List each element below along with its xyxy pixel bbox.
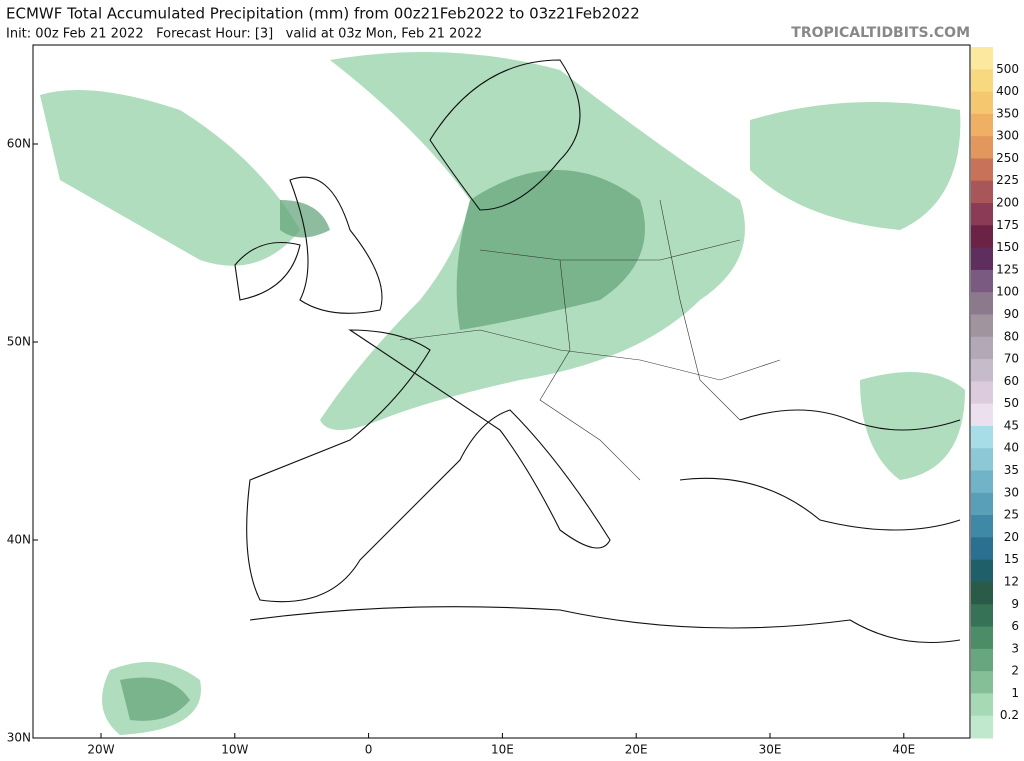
lon-label: 30E <box>759 743 782 757</box>
colorbar-label: 300 <box>996 129 1019 143</box>
colorbar-label: 40 <box>1004 441 1019 455</box>
lon-label: 10E <box>491 743 514 757</box>
colorbar-label: 100 <box>996 285 1019 299</box>
lon-label: 20E <box>625 743 648 757</box>
subtitle: Init: 00z Feb 21 2022 Forecast Hour: [3]… <box>6 27 482 42</box>
map <box>32 44 971 739</box>
colorbar-label: 200 <box>996 196 1019 210</box>
colorbar-label: 250 <box>996 151 1019 165</box>
colorbar-label: 2 <box>1011 664 1019 678</box>
colorbar-cell <box>971 203 993 226</box>
colorbar-label: 45 <box>1004 418 1019 432</box>
colorbar-cell <box>971 158 993 182</box>
colorbar-label: 500 <box>996 62 1019 76</box>
colorbar-cell <box>971 336 993 360</box>
colorbar-cell <box>971 515 993 538</box>
lon-label: 10W <box>221 743 248 757</box>
colorbar-cell <box>971 492 993 516</box>
colorbar-cell <box>971 537 993 561</box>
colorbar-cell <box>971 381 993 405</box>
colorbar-cell <box>971 448 993 472</box>
colorbar-label: 70 <box>1004 352 1019 366</box>
lat-label: 30N <box>7 731 31 745</box>
colorbar-label: 1 <box>1011 686 1019 700</box>
lon-label: 40E <box>892 743 915 757</box>
colorbar-label: 125 <box>996 262 1019 276</box>
colorbar: 5004003503002502252001751501251009080706… <box>971 47 1019 739</box>
colorbar-label: 0.2 <box>1000 708 1019 722</box>
colorbar-cell <box>971 247 993 271</box>
colorbar-cell <box>971 47 993 70</box>
borders <box>399 199 781 481</box>
colorbar-cell <box>971 403 993 427</box>
colorbar-cell <box>971 314 993 338</box>
colorbar-label: 3 <box>1011 641 1019 655</box>
title: ECMWF Total Accumulated Precipitation (m… <box>6 5 640 23</box>
colorbar-cell <box>971 359 993 382</box>
colorbar-label: 15 <box>1004 552 1019 566</box>
colorbar-cell <box>971 225 993 249</box>
colorbar-cell <box>971 581 993 605</box>
colorbar-cell <box>971 470 993 494</box>
colorbar-label: 80 <box>1004 329 1019 343</box>
colorbar-label: 400 <box>996 84 1019 98</box>
colorbar-label: 6 <box>1011 619 1019 633</box>
colorbar-cell <box>971 693 993 717</box>
colorbar-cell <box>971 648 993 672</box>
lon-label: 20W <box>87 743 114 757</box>
colorbar-cell <box>971 292 993 315</box>
axes: 60N 50N 40N 30N 20W 10W 0 10E 20E 30E 40E <box>7 137 915 757</box>
colorbar-label: 50 <box>1004 396 1019 410</box>
colorbar-label: 225 <box>996 173 1019 187</box>
colorbar-cell <box>971 715 993 739</box>
colorbar-label: 150 <box>996 240 1019 254</box>
colorbar-cell <box>971 269 993 293</box>
colorbar-label: 25 <box>1004 508 1019 522</box>
watermark: TROPICALTIDBITS.COM <box>791 25 970 41</box>
colorbar-label: 60 <box>1004 374 1019 388</box>
colorbar-label: 175 <box>996 218 1019 232</box>
colorbar-cell <box>971 604 993 628</box>
colorbar-cell <box>971 136 993 159</box>
colorbar-label: 9 <box>1011 597 1019 611</box>
lat-label: 50N <box>7 335 31 349</box>
colorbar-cell <box>971 113 993 137</box>
precip-areas <box>40 52 965 735</box>
colorbar-cell <box>971 69 993 93</box>
colorbar-label: 90 <box>1004 307 1019 321</box>
colorbar-cell <box>971 626 993 650</box>
colorbar-cell <box>971 91 993 115</box>
colorbar-cell <box>971 671 993 694</box>
colorbar-label: 30 <box>1004 485 1019 499</box>
colorbar-cell <box>971 425 993 449</box>
colorbar-label: 12 <box>1004 574 1019 588</box>
colorbar-label: 350 <box>996 106 1019 120</box>
lon-label: 0 <box>365 743 373 757</box>
colorbar-label: 20 <box>1004 530 1019 544</box>
colorbar-cell <box>971 180 993 204</box>
lat-label: 40N <box>7 533 31 547</box>
coastlines <box>234 59 961 644</box>
lat-label: 60N <box>7 137 31 151</box>
colorbar-label: 35 <box>1004 463 1019 477</box>
colorbar-cell <box>971 559 993 583</box>
